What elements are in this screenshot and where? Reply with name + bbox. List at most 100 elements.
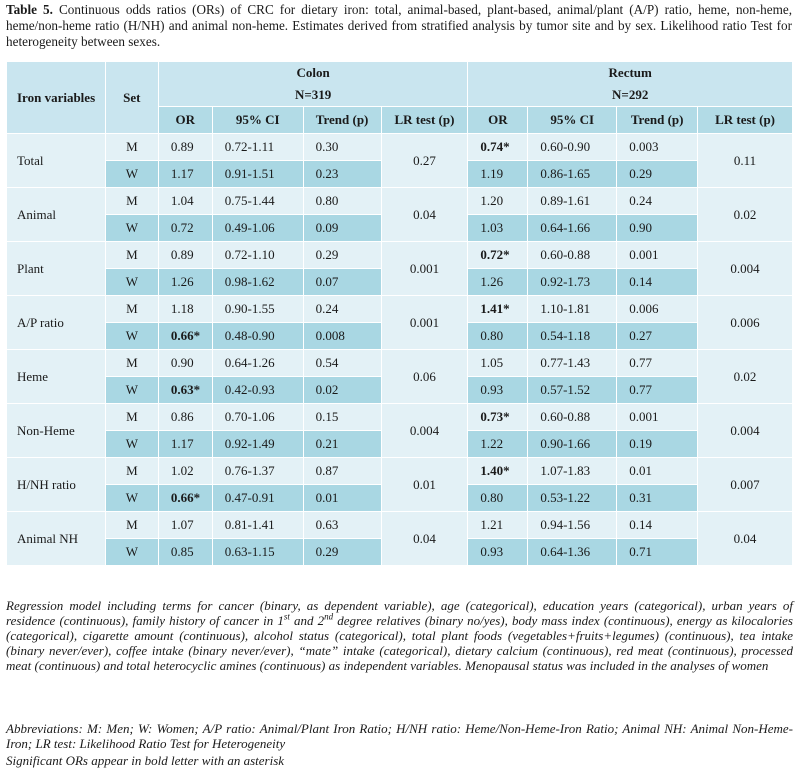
colhead-rectum-trend: Trend (p) [616,106,699,134]
rectum-or-cell: 0.73* [467,403,529,431]
colon-or-cell: 0.89 [157,241,213,269]
footnote-significance: Significant ORs appear in bold letter wi… [6,753,285,768]
rectum-or-cell: 1.20 [467,187,529,215]
set-label: M [104,133,159,161]
table-row: A/P ratio M 1.18 0.90-1.55 0.24 0.001 1.41* 1.1… [6,295,793,350]
header-rectum-label: Rectum [608,65,652,80]
colon-or-cell: 0.90 [157,349,213,377]
variable-name: Non-Heme [6,403,106,458]
colon-ci-cell: 0.98-1.62 [211,268,304,296]
rectum-lr-cell: 0.007 [697,457,793,512]
colon-or-cell: 0.66* [157,484,213,512]
colon-trend-cell: 0.80 [302,187,382,215]
rectum-or-cell: 1.05 [467,349,529,377]
colon-trend-cell: 0.24 [302,295,382,323]
rectum-lr-cell: 0.02 [697,349,793,404]
colon-or-cell: 0.86 [157,403,213,431]
rectum-or-cell: 1.19 [467,160,529,188]
rectum-trend-cell: 0.006 [616,295,699,323]
rectum-trend-cell: 0.77 [616,349,699,377]
colon-lr-cell: 0.01 [380,457,469,512]
rectum-ci-cell: 0.60-0.88 [527,403,618,431]
rectum-trend-cell: 0.001 [616,403,699,431]
header-iron-variables: Iron variables [6,61,106,134]
variable-name: Total [6,133,106,188]
rectum-or-cell: 0.80 [467,484,529,512]
rectum-ci-cell: 0.57-1.52 [527,376,618,404]
rectum-trend-cell: 0.71 [616,538,699,566]
colon-or-cell: 1.07 [157,511,213,539]
colhead-colon-ci: 95% CI [211,106,304,134]
table-row: W 0.72 0.49-1.06 0.09 1.03 0.64-1.66 0.90 [7,214,793,242]
colhead-colon-lr: LR test (p) [380,106,469,134]
colon-ci-cell: 0.76-1.37 [211,457,304,485]
table-row: Animal M 1.04 0.75-1.44 0.80 0.04 1.20 0.89-1.6… [6,187,793,242]
colon-trend-cell: 0.54 [302,349,382,377]
rectum-trend-cell: 0.003 [616,133,699,161]
colon-ci-cell: 0.91-1.51 [211,160,304,188]
rectum-trend-cell: 0.01 [616,457,699,485]
table-row: W 0.66* 0.47-0.91 0.01 0.80 0.53-1.22 0.31 [7,484,793,512]
header-rectum: Rectum N=292 [467,61,793,107]
rectum-ci-cell: 0.92-1.73 [527,268,618,296]
table-row: W 1.17 0.91-1.51 0.23 1.19 0.86-1.65 0.29 [7,160,793,188]
colon-trend-cell: 0.87 [302,457,382,485]
rectum-ci-cell: 0.89-1.61 [527,187,618,215]
colon-ci-cell: 0.81-1.41 [211,511,304,539]
colon-ci-cell: 0.49-1.06 [211,214,304,242]
rectum-or-cell: 0.74* [467,133,529,161]
set-label: W [104,484,159,512]
rectum-lr-cell: 0.006 [697,295,793,350]
table-row: Animal NH M 1.07 0.81-1.41 0.63 0.04 1.21 0.94-… [6,511,793,566]
colon-or-cell: 0.66* [157,322,213,350]
rectum-ci-cell: 0.54-1.18 [527,322,618,350]
set-label: M [104,241,159,269]
rectum-ci-cell: 0.60-0.88 [527,241,618,269]
colon-trend-cell: 0.21 [302,430,382,458]
colon-or-cell: 1.17 [157,430,213,458]
colon-lr-cell: 0.04 [380,511,469,566]
table-row: Plant M 0.89 0.72-1.10 0.29 0.001 0.72* 0.60-0.… [6,241,793,296]
set-label: M [104,295,159,323]
rectum-trend-cell: 0.001 [616,241,699,269]
table-row: W 1.17 0.92-1.49 0.21 1.22 0.90-1.66 0.19 [7,430,793,458]
rectum-ci-cell: 0.90-1.66 [527,430,618,458]
table-row: W 1.26 0.98-1.62 0.07 1.26 0.92-1.73 0.14 [7,268,793,296]
rectum-or-cell: 1.21 [467,511,529,539]
rectum-trend-cell: 0.14 [616,511,699,539]
colon-trend-cell: 0.09 [302,214,382,242]
set-label: W [104,322,159,350]
rectum-ci-cell: 0.77-1.43 [527,349,618,377]
rectum-trend-cell: 0.27 [616,322,699,350]
footnote-regression: Regression model including terms for can… [6,598,793,673]
colon-or-cell: 1.04 [157,187,213,215]
table-row: Total M 0.89 0.72-1.11 0.30 0.27 0.74* 0.60-0.9… [6,133,793,188]
rectum-or-cell: 1.03 [467,214,529,242]
set-label: M [104,403,159,431]
rectum-or-cell: 0.93 [467,376,529,404]
colon-trend-cell: 0.29 [302,241,382,269]
table-row: H/NH ratio M 1.02 0.76-1.37 0.87 0.01 1.40* 1.0… [6,457,793,512]
rectum-or-cell: 1.40* [467,457,529,485]
rectum-trend-cell: 0.19 [616,430,699,458]
caption-text: Continuous odds ratios (ORs) of CRC for … [6,2,792,49]
set-label: W [104,268,159,296]
colon-trend-cell: 0.30 [302,133,382,161]
colon-lr-cell: 0.001 [380,295,469,350]
set-label: M [104,457,159,485]
rectum-trend-cell: 0.90 [616,214,699,242]
colon-or-cell: 1.17 [157,160,213,188]
rectum-ci-cell: 0.60-0.90 [527,133,618,161]
rectum-trend-cell: 0.14 [616,268,699,296]
variable-name: A/P ratio [6,295,106,350]
colhead-colon-or: OR [157,106,213,134]
rectum-or-cell: 0.80 [467,322,529,350]
results-table: Iron variables Set Colon N=319 Rectum N=… [6,61,793,566]
colon-trend-cell: 0.29 [302,538,382,566]
rectum-ci-cell: 1.10-1.81 [527,295,618,323]
set-label: W [104,430,159,458]
variable-name: H/NH ratio [6,457,106,512]
rectum-or-cell: 1.26 [467,268,529,296]
table-caption: Table 5. Continuous odds ratios (ORs) of… [6,2,792,50]
table-row: W 0.85 0.63-1.15 0.29 0.93 0.64-1.36 0.71 [7,538,793,566]
